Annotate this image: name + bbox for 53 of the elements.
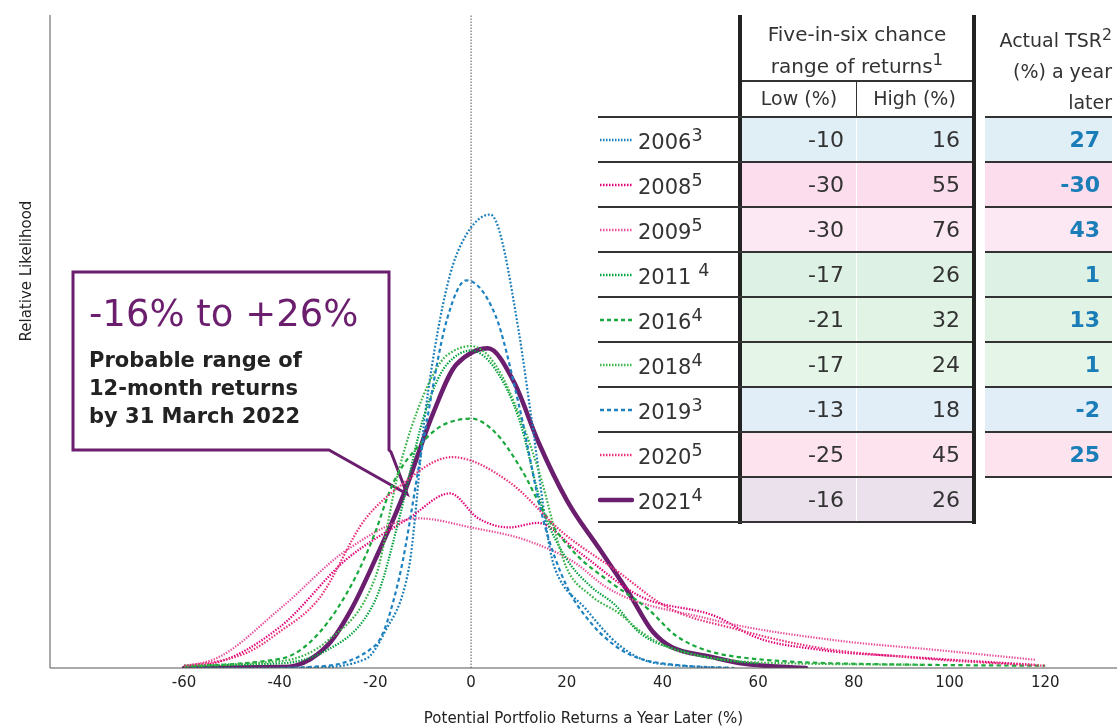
legend-label: 2008$^{5}$ bbox=[638, 170, 703, 199]
annotation: -2 bbox=[985, 388, 1112, 431]
x-tick-label: 20 bbox=[557, 672, 577, 691]
x-tick-label: 60 bbox=[748, 672, 768, 691]
annotation: -25 bbox=[742, 433, 856, 476]
x-tick-label: -60 bbox=[171, 672, 197, 691]
y-axis-title: Relative Likelihood bbox=[17, 200, 36, 342]
text: -30 bbox=[1060, 172, 1100, 197]
annotation: 25 bbox=[985, 433, 1112, 476]
annotation: 1 bbox=[985, 253, 1112, 296]
text: -30 bbox=[808, 172, 844, 197]
text: Five-in-six chance range of returns$^{1}$ bbox=[767, 22, 947, 78]
annotation: -13 bbox=[742, 388, 856, 431]
legend-label: 2020$^{5}$ bbox=[638, 440, 703, 469]
annotation: 26 bbox=[857, 478, 972, 521]
x-axis-title: Potential Portfolio Returns a Year Later (%) bbox=[423, 709, 744, 727]
x-tick-label: 120 bbox=[1030, 672, 1060, 691]
annotation: -17 bbox=[742, 343, 856, 386]
annotation: 26 bbox=[857, 253, 972, 296]
text: High (%) bbox=[873, 87, 956, 109]
x-tick-label: 100 bbox=[935, 672, 964, 691]
annotation: 76 bbox=[857, 208, 972, 251]
legend-label: 2006$^{3}$ bbox=[638, 125, 703, 154]
annotation: -21 bbox=[742, 298, 856, 341]
annotation: 18 bbox=[857, 388, 972, 431]
text: -10 bbox=[808, 127, 844, 152]
legend-label: 2009$^{5}$ bbox=[638, 215, 703, 244]
annotation: 24 bbox=[857, 343, 972, 386]
text: 16 bbox=[932, 127, 960, 152]
legend-label: 2019$^{3}$ bbox=[638, 395, 703, 424]
annotation: 13 bbox=[985, 298, 1112, 341]
legend-label: 2016$^{4}$ bbox=[638, 305, 703, 334]
annotation: 32 bbox=[857, 298, 972, 341]
legend-label: 2011 $^{4}$ bbox=[638, 260, 710, 289]
annotation: 1 bbox=[985, 343, 1112, 386]
annotation: -17 bbox=[742, 253, 856, 296]
annotation: -16% to +26% bbox=[89, 292, 359, 335]
text: Low (%) bbox=[760, 87, 838, 109]
legend-label: 2021$^{4}$ bbox=[638, 485, 703, 514]
annotation: 45 bbox=[857, 433, 972, 476]
legend-label: 2018$^{4}$ bbox=[638, 350, 703, 379]
annotation: -16 bbox=[742, 478, 856, 521]
x-tick-label: 80 bbox=[844, 672, 864, 691]
annotation: Probable range of 12-month returns by 31 March 2022 bbox=[89, 348, 302, 428]
annotation: -30 bbox=[742, 208, 856, 251]
x-tick-label: -20 bbox=[363, 672, 388, 691]
annotation: 43 bbox=[985, 208, 1112, 251]
x-tick-label: 40 bbox=[652, 672, 672, 691]
x-tick-label: -40 bbox=[267, 672, 292, 691]
x-tick-label: 0 bbox=[466, 672, 476, 691]
text: 27 bbox=[1069, 127, 1100, 152]
text: 55 bbox=[932, 172, 960, 197]
text: Actual TSR$^{2}$ (%) a year later bbox=[999, 25, 1112, 114]
